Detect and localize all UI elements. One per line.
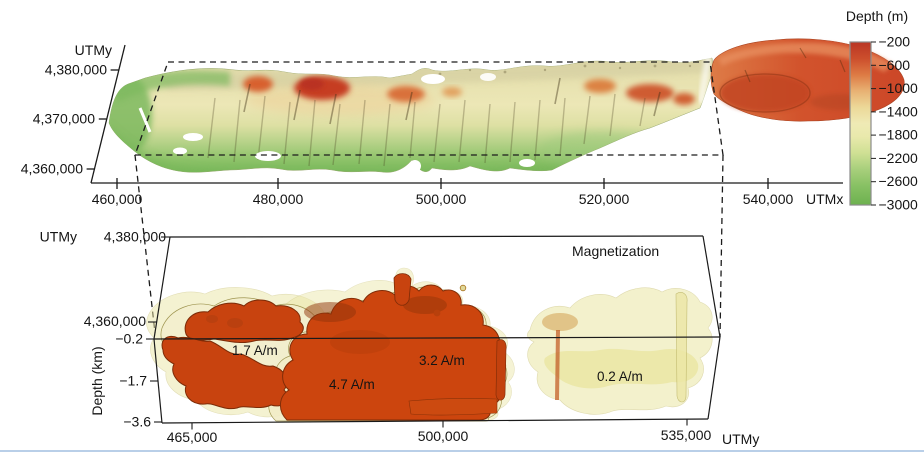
magnetization-ticks (146, 236, 688, 430)
colorbar-tick-label: −2200 (879, 150, 919, 166)
model-extent-dashed-box (134, 61, 724, 338)
top-x-tick-label: 500,000 (416, 191, 467, 207)
bottom-y-tick-label: 4,360,000 (84, 313, 146, 329)
top-y-tick-label: 4,380,000 (45, 62, 107, 78)
terrain-lakes (173, 73, 535, 172)
colorbar-tick-label: −3000 (879, 197, 919, 213)
magnetization-panel: UTMy 4,380,000 4,360,000 −0.2 −1.7 −3.6 … (40, 229, 760, 448)
top-y-tick-label: 4,360,000 (21, 161, 83, 177)
colorbar-tick-label: −200 (879, 34, 911, 50)
depth-tick-label: −3.6 (123, 414, 151, 430)
ridge-shadows (243, 77, 661, 125)
isosurface-label-4.7: 4.7 A/m (329, 377, 375, 392)
depth-axis-title: Depth (km) (89, 346, 105, 415)
bottom-y-tick-label: 4,380,000 (104, 229, 166, 245)
depth-colorbar: Depth (m) −200 −600 −1000 −1400 −1800 −2… (846, 8, 918, 213)
bottom-x-axis-title: UTMy (722, 431, 759, 447)
top-y-axis (90, 44, 126, 184)
bottom-x-tick-label: 535,000 (661, 427, 712, 443)
isosurface-label-1.7: 1.7 A/m (232, 343, 278, 358)
shallow-massif (697, 38, 905, 122)
sea-level-line (153, 336, 721, 340)
dashed-connector-left (134, 154, 156, 334)
magnetization-title: Magnetization (572, 243, 659, 259)
isosurface-label-3.2: 3.2 A/m (419, 353, 465, 368)
bathymetry-terrain (108, 38, 905, 173)
terrain-gash (138, 107, 152, 133)
colorbar-tick-label: −600 (879, 57, 911, 73)
top-y-tick-label: 4,370,000 (33, 111, 95, 127)
top-panel-axes (86, 44, 843, 189)
top-x-tick-label: 480,000 (253, 191, 304, 207)
colorbar-gradient-bar (849, 41, 872, 206)
colorbar-tick-label: −1000 (879, 80, 919, 96)
dashed-connector-right (719, 154, 724, 338)
top-y-axis-title: UTMy (75, 42, 112, 58)
hillshade-streaks (207, 93, 646, 167)
bottom-x-tick-label: 465,000 (167, 429, 218, 445)
depth-tick-label: −1.7 (119, 373, 147, 389)
colorbar-tick-label: −1800 (879, 127, 919, 143)
bottom-x-tick-label: 500,000 (418, 428, 469, 444)
plateau-speckles (438, 64, 692, 76)
isosurface-label-0.2: 0.2 A/m (597, 369, 643, 384)
colorbar-title: Depth (m) (846, 8, 908, 24)
magnetization-isosurfaces (146, 267, 713, 422)
top-x-tick-label: 460,000 (92, 191, 143, 207)
colorbar-tick-label: −2600 (879, 173, 919, 189)
top-x-tick-label: 540,000 (743, 191, 794, 207)
top-x-axis-title: UTMx (806, 191, 843, 207)
colorbar-tick-label: −1400 (879, 103, 919, 119)
bottom-border-line (0, 450, 924, 452)
bathymetry-panel: UTMy 4,380,000 4,370,000 4,360,000 460,0… (21, 38, 905, 338)
top-x-tick-label: 520,000 (579, 191, 630, 207)
bottom-y-axis-title: UTMy (40, 229, 77, 245)
depth-tick-label: −0.2 (115, 331, 143, 347)
